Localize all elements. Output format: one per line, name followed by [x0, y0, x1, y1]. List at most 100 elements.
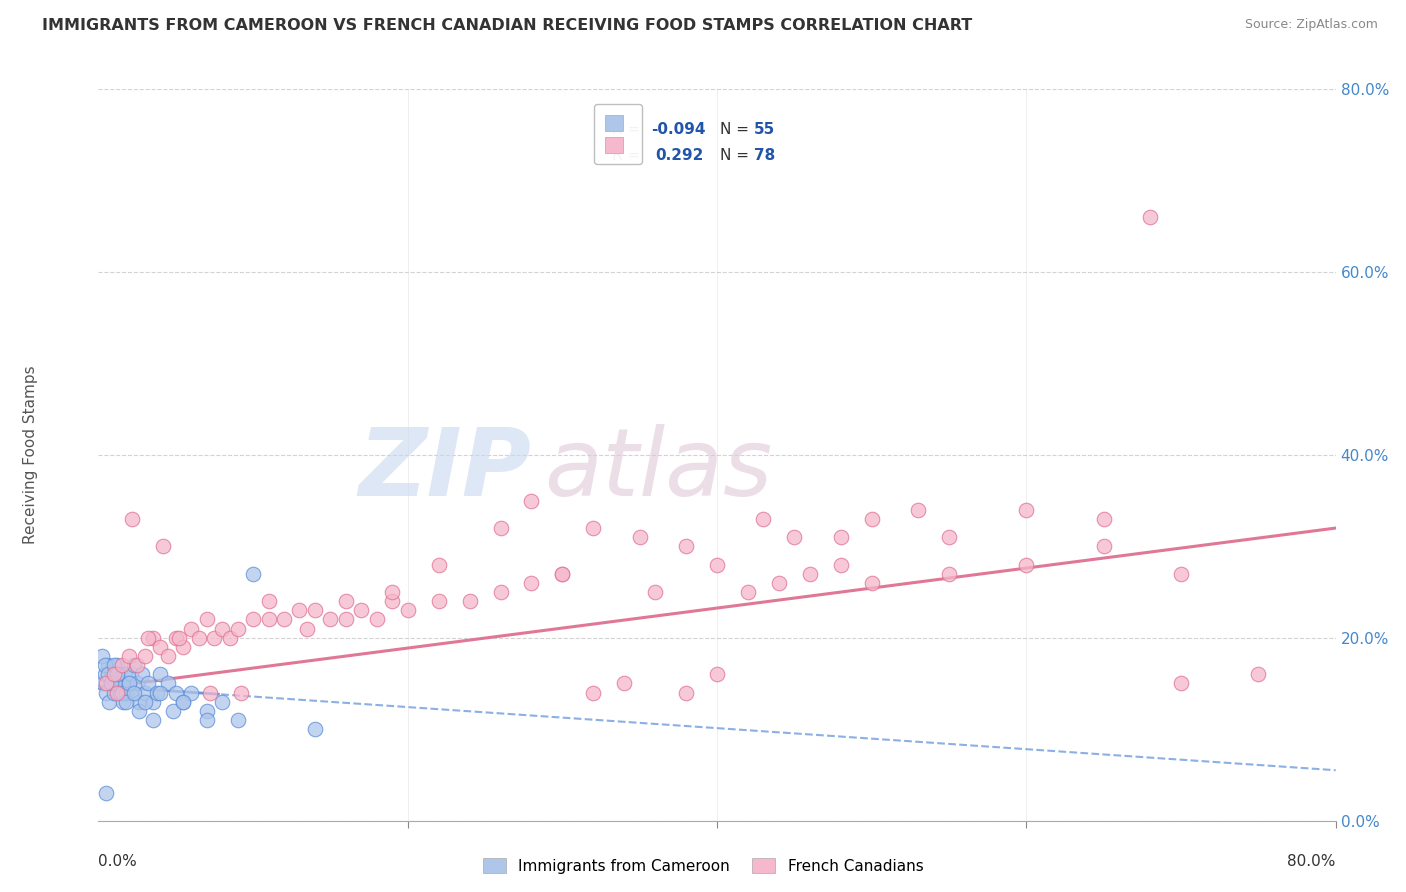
Point	[134, 686, 156, 700]
Point	[118, 676, 141, 690]
Point	[97, 667, 120, 681]
Point	[188, 631, 211, 645]
Point	[319, 613, 342, 627]
Point	[142, 695, 165, 709]
Point	[211, 695, 233, 709]
Point	[350, 603, 373, 617]
Point	[173, 695, 195, 709]
Point	[111, 686, 134, 700]
Text: Source: ZipAtlas.com: Source: ZipAtlas.com	[1244, 18, 1378, 31]
Point	[1139, 211, 1161, 225]
Point	[157, 649, 180, 664]
Point	[427, 594, 450, 608]
Point	[127, 676, 149, 690]
Text: 80.0%: 80.0%	[1288, 854, 1336, 869]
Point	[146, 686, 169, 700]
Point	[1092, 539, 1115, 553]
Point	[335, 594, 357, 608]
Point	[489, 585, 512, 599]
Point	[167, 631, 190, 645]
Point	[242, 566, 264, 581]
Point	[675, 539, 697, 553]
Text: N =: N =	[720, 122, 754, 137]
Point	[304, 603, 326, 617]
Point	[768, 576, 790, 591]
Point	[152, 539, 174, 553]
Point	[180, 686, 202, 700]
Point	[613, 676, 636, 690]
Point	[108, 686, 131, 700]
Point	[120, 667, 142, 681]
Point	[142, 713, 165, 727]
Point	[93, 667, 115, 681]
Point	[97, 658, 120, 673]
Point	[96, 686, 118, 700]
Point	[127, 658, 149, 673]
Point	[242, 613, 264, 627]
Point	[195, 713, 218, 727]
Text: R =: R =	[612, 122, 645, 137]
Point	[297, 622, 319, 636]
Point	[335, 613, 357, 627]
Point	[100, 676, 122, 690]
Point	[226, 622, 249, 636]
Point	[860, 576, 883, 591]
Point	[628, 530, 651, 544]
Point	[1247, 667, 1270, 681]
Point	[195, 613, 218, 627]
Point	[104, 676, 127, 690]
Text: 55: 55	[754, 122, 776, 137]
Point	[111, 676, 134, 690]
Point	[100, 676, 122, 690]
Point	[103, 686, 125, 700]
Point	[121, 512, 143, 526]
Point	[551, 566, 574, 581]
Point	[105, 667, 128, 681]
Point	[112, 695, 135, 709]
Point	[520, 493, 543, 508]
Point	[131, 667, 153, 681]
Point	[136, 631, 159, 645]
Point	[115, 695, 138, 709]
Point	[489, 521, 512, 535]
Point	[551, 566, 574, 581]
Text: R =: R =	[612, 147, 645, 162]
Point	[860, 512, 883, 526]
Point	[136, 676, 159, 690]
Point	[90, 649, 112, 664]
Point	[103, 667, 125, 681]
Point	[520, 576, 543, 591]
Point	[134, 695, 156, 709]
Point	[93, 658, 115, 673]
Point	[783, 530, 806, 544]
Point	[938, 566, 960, 581]
Point	[96, 676, 118, 690]
Text: IMMIGRANTS FROM CAMEROON VS FRENCH CANADIAN RECEIVING FOOD STAMPS CORRELATION CH: IMMIGRANTS FROM CAMEROON VS FRENCH CANAD…	[42, 18, 973, 33]
Point	[122, 686, 145, 700]
Point	[288, 603, 311, 617]
Point	[737, 585, 759, 599]
Text: Receiving Food Stamps: Receiving Food Stamps	[22, 366, 38, 544]
Point	[752, 512, 775, 526]
Point	[118, 676, 141, 690]
Point	[149, 640, 172, 654]
Point	[128, 704, 150, 718]
Point	[706, 667, 728, 681]
Point	[304, 723, 326, 737]
Point	[366, 613, 388, 627]
Text: -0.094: -0.094	[651, 122, 706, 137]
Point	[198, 686, 221, 700]
Point	[1092, 512, 1115, 526]
Point	[273, 613, 295, 627]
Point	[1170, 676, 1192, 690]
Point	[105, 686, 128, 700]
Point	[103, 658, 125, 673]
Point	[1170, 566, 1192, 581]
Point	[134, 649, 156, 664]
Point	[122, 658, 145, 673]
Point	[229, 686, 252, 700]
Point	[1015, 558, 1038, 572]
Point	[830, 530, 852, 544]
Point	[458, 594, 481, 608]
Text: N =: N =	[720, 147, 754, 162]
